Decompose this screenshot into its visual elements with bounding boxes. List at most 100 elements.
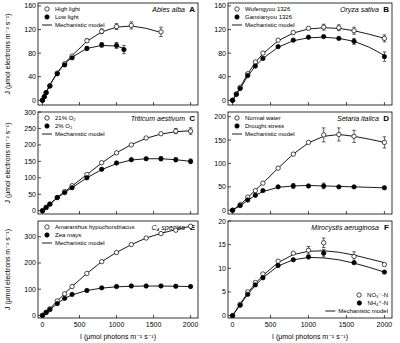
panel-title: Setaria italica [337, 115, 379, 122]
y-tick-label: 40 [218, 73, 226, 80]
data-point [159, 231, 163, 235]
legend-label: Mechanistic model [55, 240, 105, 246]
error-bar [337, 25, 341, 31]
y-tick-label: 80 [218, 50, 226, 57]
data-point [100, 29, 104, 33]
legend-swatch [42, 243, 52, 244]
x-tick-label: 1000 [109, 321, 125, 328]
panel-title: Mirocystis aeruginosa [311, 224, 379, 232]
data-layer [40, 128, 193, 213]
y-tick-label: 120 [214, 26, 226, 33]
legend-swatch [42, 25, 52, 26]
plot-frame [228, 112, 392, 214]
error-bar [174, 158, 178, 162]
y-tick [228, 163, 231, 164]
error-bar [174, 128, 178, 133]
panel: 050100150200DSetaria italicaNormal water… [214, 112, 392, 214]
data-point [174, 228, 178, 232]
error-cap [383, 136, 387, 137]
error-cap [159, 27, 163, 28]
error-cap [337, 24, 341, 25]
data-point [62, 296, 66, 300]
x-tick [190, 211, 191, 214]
panel-letter: C [189, 114, 195, 123]
y-tick [228, 29, 231, 30]
y-tick [38, 177, 41, 178]
y-tick [228, 53, 231, 54]
data-point [321, 184, 325, 188]
y-axis-label: J (μmol electrons m⁻² s⁻¹) [4, 122, 12, 203]
data-point [188, 129, 192, 133]
error-cap [130, 28, 134, 29]
error-cap [115, 23, 119, 24]
legend-swatch [235, 124, 239, 128]
data-point [100, 43, 104, 47]
y-tick [228, 116, 231, 117]
data-point [129, 284, 133, 288]
panel: 05001000150020000100200300J (μmol electr… [4, 221, 198, 341]
plot-frame [38, 221, 198, 318]
x-tick [190, 102, 191, 105]
y-tick-label: 15 [218, 241, 226, 248]
y-tick [38, 53, 41, 54]
x-tick [346, 211, 347, 214]
data-point [261, 181, 265, 185]
panel: 050010001500200005101520I (μmol photons … [218, 218, 392, 342]
x-axis-label: I (μmol photons m⁻² s⁻¹) [80, 333, 156, 341]
data-point [352, 260, 356, 264]
data-point [352, 185, 356, 189]
x-tick [79, 315, 80, 318]
legend-label: NO₃⁻-N [367, 292, 388, 298]
panel-letter: F [384, 223, 389, 232]
legend-swatch [232, 25, 242, 26]
y-tick [228, 5, 231, 6]
model-line [42, 226, 190, 315]
error-bar [159, 27, 163, 36]
error-bar [383, 35, 387, 42]
y-tick-label: 10 [218, 265, 226, 272]
data-point [70, 292, 74, 296]
panel-letter: B [383, 5, 389, 14]
data-point [144, 284, 148, 288]
data-point [85, 39, 89, 43]
x-tick [153, 211, 154, 214]
y-tick-label: 100 [24, 286, 36, 293]
error-cap [383, 41, 387, 42]
data-point [238, 202, 242, 206]
data-point [48, 202, 52, 206]
legend-swatch [42, 134, 52, 135]
data-point [100, 167, 104, 171]
error-cap [189, 134, 193, 135]
y-tick-label: 100 [214, 160, 226, 167]
data-point [48, 307, 52, 311]
y-tick [228, 140, 231, 141]
error-bar [322, 183, 326, 189]
y-tick [38, 194, 41, 195]
x-tick [270, 211, 271, 214]
y-tick-label: 0 [222, 312, 226, 319]
error-bar [383, 52, 387, 61]
legend-swatch [232, 134, 242, 135]
error-cap [352, 44, 356, 45]
data-point [382, 270, 386, 274]
data-layer [230, 24, 386, 102]
legend-swatch [235, 7, 239, 11]
data-point [230, 208, 234, 212]
error-bar [352, 38, 356, 44]
x-tick [346, 102, 347, 105]
error-cap [337, 127, 341, 128]
data-point [129, 23, 133, 27]
error-cap [322, 238, 326, 239]
error-cap [322, 249, 326, 250]
error-cap [322, 141, 326, 142]
error-bar [159, 157, 163, 161]
panel-title: C₄ species [151, 224, 185, 232]
data-point [238, 302, 242, 306]
data-point [337, 26, 341, 30]
y-tick [38, 112, 41, 113]
error-cap [352, 251, 356, 252]
y-tick [38, 289, 41, 290]
data-point [253, 283, 257, 287]
error-bar [85, 47, 89, 51]
figure: 04080120160J (μmol electrons m⁻² s⁻¹)AAb… [0, 0, 400, 343]
